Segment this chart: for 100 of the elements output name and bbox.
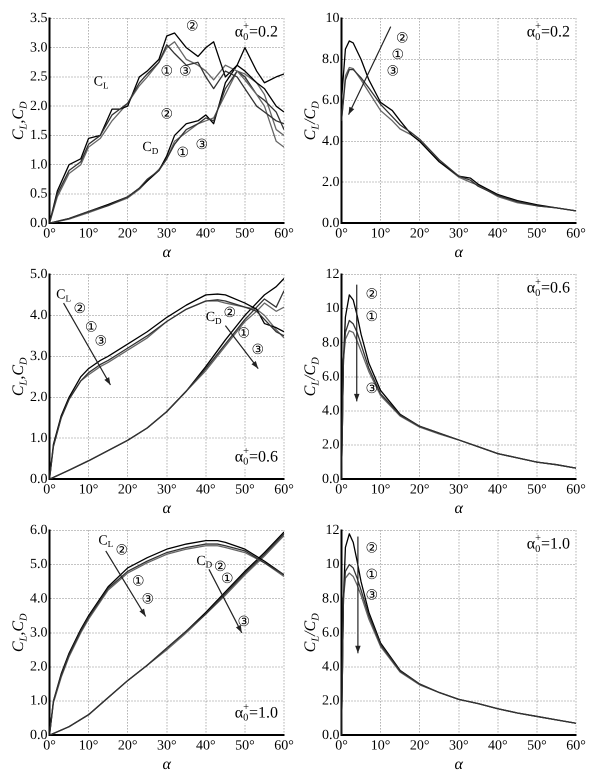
- x-tick-label: 10°: [370, 738, 390, 754]
- y-tick-label: 10: [326, 11, 340, 26]
- y-axis-title: CL,CD: [10, 100, 30, 140]
- x-axis-title: α: [162, 500, 172, 518]
- y-tick-label: 1.0: [30, 430, 48, 446]
- x-tick-label: 60°: [566, 482, 586, 498]
- x-tick-label: 10°: [78, 226, 98, 242]
- x-tick-label: 50°: [527, 482, 547, 498]
- y-tick-label: 1.0: [30, 694, 48, 709]
- x-tick-label: 50°: [235, 226, 255, 242]
- x-tick-label: 50°: [235, 738, 255, 754]
- annotation: ①: [238, 326, 251, 342]
- y-tick-label: 2.5: [30, 70, 48, 85]
- y-tick-label: 6.0: [30, 523, 48, 538]
- x-tick-label: 0°: [335, 738, 348, 754]
- y-tick-label: 1.5: [30, 128, 48, 144]
- annotation: ③: [94, 334, 108, 350]
- x-tick-label: 10°: [78, 482, 98, 498]
- x-tick-label: 30°: [156, 482, 177, 498]
- y-axis-title: CL/CD: [302, 100, 322, 140]
- x-tick-label: 30°: [448, 226, 469, 242]
- y-tick-label: 3.0: [30, 348, 48, 364]
- y-tick-label: 4.0: [30, 308, 48, 324]
- y-tick-label: 2.0: [322, 174, 340, 190]
- annotation: ①: [221, 572, 234, 588]
- y-tick-label: 4.0: [30, 591, 48, 606]
- y-tick-label: 4.0: [322, 660, 340, 675]
- annotation: ②: [160, 107, 174, 122]
- x-tick-label: 50°: [527, 226, 547, 242]
- y-tick-label: 6.0: [322, 625, 340, 640]
- y-tick-label: 1.0: [30, 157, 48, 172]
- x-tick-label: 0°: [43, 482, 56, 498]
- x-tick-label: 40°: [196, 226, 216, 242]
- annotation: ③: [365, 382, 378, 397]
- y-axis-title: CL,CD: [10, 356, 30, 396]
- annotation: ②: [73, 302, 86, 317]
- x-tick-label: 50°: [527, 738, 547, 754]
- x-axis-title: α: [162, 756, 172, 774]
- annotation: ②: [224, 306, 237, 321]
- x-tick-label: 30°: [156, 226, 177, 242]
- y-tick-label: 10: [326, 301, 340, 316]
- x-tick-label: 50°: [235, 482, 255, 498]
- x-tick-label: 10°: [370, 482, 390, 498]
- x-tick-label: 20°: [410, 482, 430, 498]
- y-tick-label: 8.0: [322, 335, 340, 350]
- x-tick-label: 40°: [488, 482, 508, 498]
- x-tick-label: 0°: [43, 226, 56, 242]
- y-tick-label: 6.0: [322, 92, 340, 108]
- x-tick-label: 0°: [335, 482, 348, 498]
- x-tick-label: 10°: [370, 226, 390, 242]
- annotation: ③: [365, 588, 378, 604]
- x-tick-label: 30°: [448, 738, 469, 754]
- x-tick-label: 0°: [43, 738, 56, 754]
- annotation: ①: [132, 574, 146, 590]
- annotation: ②: [365, 542, 378, 557]
- annotation: ①: [365, 568, 378, 584]
- y-tick-label: 5.0: [30, 557, 48, 572]
- y-tick-label: 2.0: [322, 438, 340, 453]
- y-tick-label: 2.0: [30, 660, 48, 675]
- x-tick-label: 40°: [196, 482, 216, 498]
- y-tick-label: 3.0: [30, 40, 48, 56]
- y-tick-label: 10: [326, 557, 340, 572]
- x-tick-label: 40°: [488, 738, 508, 754]
- y-tick-label: 0.5: [30, 186, 48, 202]
- x-tick-label: 0°: [335, 226, 348, 242]
- annotation: ③: [179, 64, 192, 80]
- y-axis-title: CL/CD: [302, 356, 322, 396]
- y-tick-label: 4.0: [322, 134, 340, 149]
- x-tick-label: 20°: [118, 226, 138, 242]
- annotation: ①: [85, 320, 98, 336]
- y-tick-label: 5.0: [30, 267, 48, 282]
- y-tick-label: 3.0: [30, 625, 48, 640]
- y-tick-label: 12: [326, 523, 340, 538]
- y-tick-label: 6.0: [322, 369, 340, 384]
- annotation: ②: [396, 32, 409, 47]
- y-tick-label: 2.0: [30, 98, 48, 114]
- annotation: ①: [365, 310, 378, 326]
- annotation: ③: [386, 64, 400, 80]
- y-tick-label: 8.0: [322, 52, 340, 68]
- y-tick-label: 3.5: [30, 11, 48, 26]
- annotation: ①: [176, 146, 190, 162]
- x-axis-title: α: [454, 500, 464, 518]
- y-tick-label: 12: [326, 267, 340, 282]
- y-tick-label: 8.0: [322, 591, 340, 606]
- y-tick-label: 2.0: [322, 694, 340, 709]
- x-axis-title: α: [454, 756, 464, 774]
- x-tick-label: 20°: [118, 482, 138, 498]
- annotation: ②: [116, 544, 129, 559]
- x-tick-label: 60°: [566, 738, 586, 754]
- annotation: ③: [195, 138, 208, 154]
- x-tick-label: 30°: [156, 738, 177, 754]
- annotation: ③: [252, 342, 265, 358]
- annotation: ②: [186, 19, 200, 34]
- x-tick-label: 20°: [410, 738, 430, 754]
- x-tick-label: 60°: [274, 482, 294, 498]
- x-axis-title: α: [454, 244, 464, 262]
- x-tick-label: 20°: [410, 226, 430, 242]
- y-tick-label: 4.0: [322, 404, 340, 419]
- annotation: ①: [391, 48, 404, 63]
- annotation: ①: [160, 64, 174, 80]
